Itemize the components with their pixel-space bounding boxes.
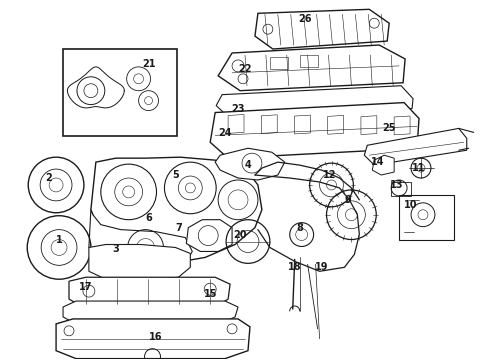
Text: 18: 18: [288, 262, 301, 272]
Polygon shape: [218, 45, 405, 91]
Text: 24: 24: [219, 129, 232, 138]
Text: 21: 21: [142, 59, 155, 69]
Text: 14: 14: [370, 157, 384, 167]
Text: 26: 26: [298, 14, 312, 24]
Text: 2: 2: [46, 173, 52, 183]
Text: 10: 10: [404, 200, 418, 210]
Text: 9: 9: [344, 195, 351, 205]
Polygon shape: [186, 220, 232, 251]
Polygon shape: [89, 244, 190, 281]
Text: 20: 20: [233, 230, 247, 239]
Polygon shape: [294, 115, 311, 134]
Polygon shape: [228, 114, 244, 133]
Polygon shape: [261, 115, 277, 134]
Text: 19: 19: [315, 262, 328, 272]
Polygon shape: [63, 301, 238, 324]
Polygon shape: [394, 116, 410, 135]
Bar: [300, 55, 318, 67]
Text: 8: 8: [296, 222, 303, 233]
Polygon shape: [328, 116, 343, 134]
Polygon shape: [372, 155, 394, 175]
Text: 15: 15: [203, 289, 217, 299]
Text: 3: 3: [112, 244, 119, 255]
Polygon shape: [361, 116, 377, 135]
Polygon shape: [215, 148, 285, 180]
Polygon shape: [89, 210, 192, 267]
Text: 6: 6: [145, 213, 152, 223]
Text: 11: 11: [412, 163, 426, 173]
Text: 7: 7: [175, 222, 182, 233]
Bar: [63, 49, 177, 136]
Text: 25: 25: [382, 123, 396, 134]
Text: 13: 13: [391, 180, 404, 190]
Polygon shape: [91, 157, 262, 264]
Bar: [391, 182, 411, 196]
Text: 12: 12: [323, 170, 336, 180]
Polygon shape: [365, 129, 467, 165]
Text: 1: 1: [56, 234, 62, 244]
Text: 16: 16: [149, 332, 162, 342]
Polygon shape: [210, 103, 419, 158]
Bar: [270, 57, 288, 69]
Text: 5: 5: [172, 170, 179, 180]
Text: 4: 4: [245, 160, 251, 170]
Text: 22: 22: [238, 64, 252, 74]
Polygon shape: [69, 277, 230, 307]
Polygon shape: [255, 9, 389, 49]
Text: 23: 23: [231, 104, 245, 113]
Polygon shape: [216, 86, 413, 118]
Text: 17: 17: [79, 282, 93, 292]
Bar: [399, 195, 454, 239]
Polygon shape: [56, 319, 250, 359]
